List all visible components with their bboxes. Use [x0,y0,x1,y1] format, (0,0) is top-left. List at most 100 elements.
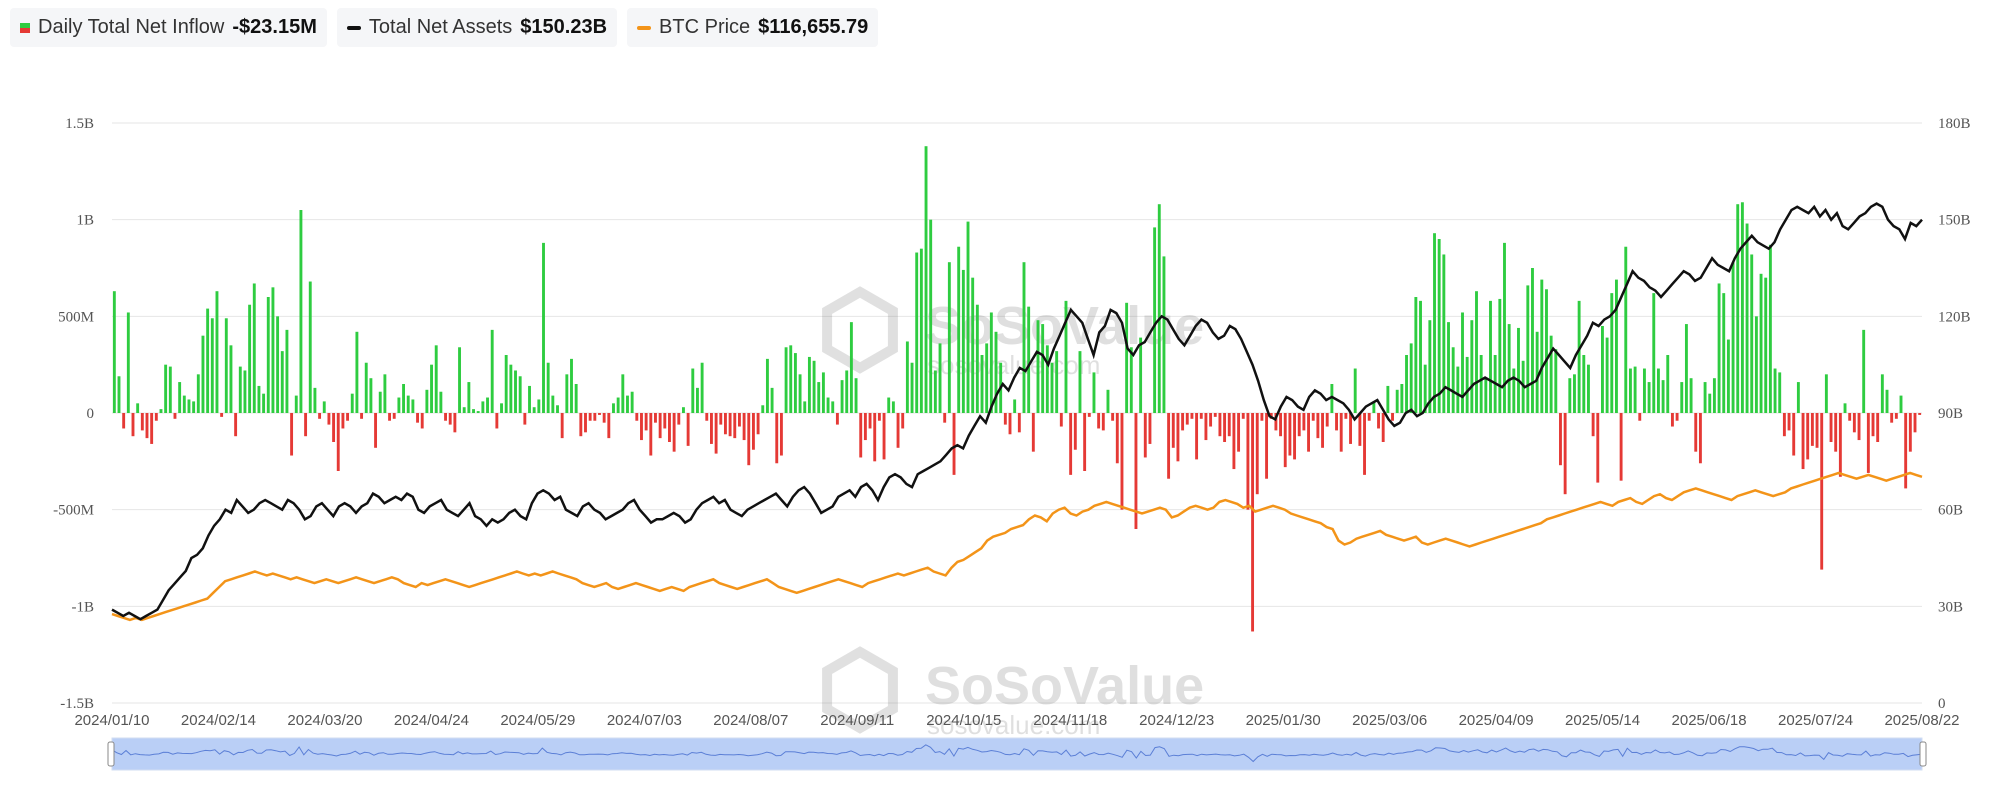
inflow-bar-positive [542,242,545,413]
inflow-bar-positive [957,246,961,413]
inflow-bar-positive [915,252,919,413]
inflow-bar-positive [1880,374,1884,413]
inflow-bar-negative [374,413,378,448]
inflow-bar-negative [1638,413,1642,421]
inflow-bar-positive [910,362,914,413]
inflow-bar-negative [640,413,643,441]
inflow-bar-positive [1642,368,1646,413]
inflow-bar-positive [467,382,471,413]
inflow-bar-negative [346,413,350,421]
inflow-bar-positive [383,374,387,413]
inflow-bar-positive [271,287,275,413]
legend-assets[interactable]: Total Net Assets $150.23B [336,8,618,47]
inflow-bar-negative [1698,413,1702,464]
inflow-bar-positive [430,364,433,413]
inflow-bar-positive [1615,279,1618,413]
range-navigator[interactable] [107,737,1927,771]
inflow-bar-positive [1078,351,1082,413]
inflow-bar-negative [1563,413,1567,495]
left-tick-label: 1.5B [65,116,94,132]
inflow-bar-negative [1143,413,1147,458]
inflow-bar-negative [686,413,690,446]
inflow-bar-positive [1601,326,1604,413]
inflow-bar-positive [1428,320,1432,413]
inflow-bar-positive [1045,345,1049,413]
inflow-bar-positive [514,370,517,413]
inflow-bar-negative [873,413,877,462]
inflow-bar-negative [588,413,592,421]
inflow-bar-positive [490,329,494,413]
legend-price[interactable]: BTC Price $116,655.79 [627,8,879,47]
inflow-swatch-icon [20,22,30,33]
total-net-assets-line [111,202,1923,621]
inflow-bar-positive [1862,329,1866,413]
inflow-bar-positive [1484,378,1488,413]
inflow-bar-positive [924,146,928,413]
x-tick-label: 2025/06/18 [1672,712,1747,729]
inflow-bar-positive [1036,320,1040,413]
inflow-bar-positive [164,364,168,413]
inflow-bar-negative [327,413,331,425]
inflow-bar-negative [1167,413,1171,479]
inflow-bar-negative [1848,413,1852,421]
left-tick-label: -1B [72,599,95,615]
inflow-bar-positive [798,374,802,413]
inflow-bar-positive [556,405,559,413]
inflow-bar-negative [1339,413,1343,452]
inflow-bar-positive [1582,355,1586,413]
inflow-bar-negative [154,413,158,421]
inflow-bar-negative [668,413,671,442]
inflow-bar-negative [1325,413,1329,427]
inflow-bar-positive [1414,297,1418,413]
x-tick-label: 2024/05/29 [500,712,575,729]
legend-price-value: $116,655.79 [758,16,869,38]
inflow-bar-positive [518,376,522,413]
inflow-bar-positive [1899,395,1903,413]
inflow-bar-positive [621,374,625,413]
inflow-bar-negative [714,413,718,454]
inflow-bar-positive [1568,378,1572,413]
inflow-bar-negative [1904,413,1908,489]
inflow-bar-negative [654,413,657,423]
inflow-bar-negative [1619,413,1623,481]
x-tick-label: 2025/01/30 [1246,712,1321,729]
inflow-bar-positive [238,366,242,413]
inflow-bar-negative [672,413,676,452]
legend-price-label: BTC Price [659,16,751,38]
inflow-bar-positive [1507,324,1511,413]
inflow-bar-negative [1908,413,1912,452]
inflow-bar-negative [1787,413,1791,431]
inflow-bar-negative [1237,413,1241,452]
inflow-bar-positive [700,362,704,413]
inflow-bar-negative [1559,413,1562,466]
inflow-bar-negative [1199,413,1203,419]
inflow-bar-positive [1125,302,1129,413]
legend-inflow[interactable]: Daily Total Net Inflow -$23.15M [10,8,327,47]
inflow-bar-positive [1712,378,1716,413]
inflow-bar-positive [626,395,629,413]
inflow-bar-positive [294,395,298,413]
right-tick-label: 90B [1938,406,1963,422]
inflow-bar-positive [574,384,578,413]
inflow-bar-positive [696,387,699,413]
inflow-bar-positive [486,397,489,413]
x-tick-label: 2024/07/03 [607,712,682,729]
inflow-bar-positive [905,341,909,413]
inflow-bar-positive [1545,289,1548,413]
inflow-bar-positive [210,318,214,413]
inflow-bar-positive [425,389,429,413]
inflow-bar-negative [523,413,527,425]
inflow-bar-negative [1073,413,1077,450]
inflow-bar-positive [1549,335,1553,413]
inflow-bar-negative [1367,413,1371,421]
inflow-bar-positive [1708,393,1712,413]
inflow-bar-positive [1503,242,1506,413]
inflow-bar-negative [756,413,760,435]
inflow-bar-positive [215,291,219,413]
inflow-bar-negative [742,413,746,441]
inflow-bar-positive [1750,254,1754,413]
inflow-bar-negative [145,413,149,439]
inflow-bar-positive [243,370,247,413]
inflow-bar-negative [1391,413,1394,421]
inflow-bar-negative [1111,413,1115,421]
